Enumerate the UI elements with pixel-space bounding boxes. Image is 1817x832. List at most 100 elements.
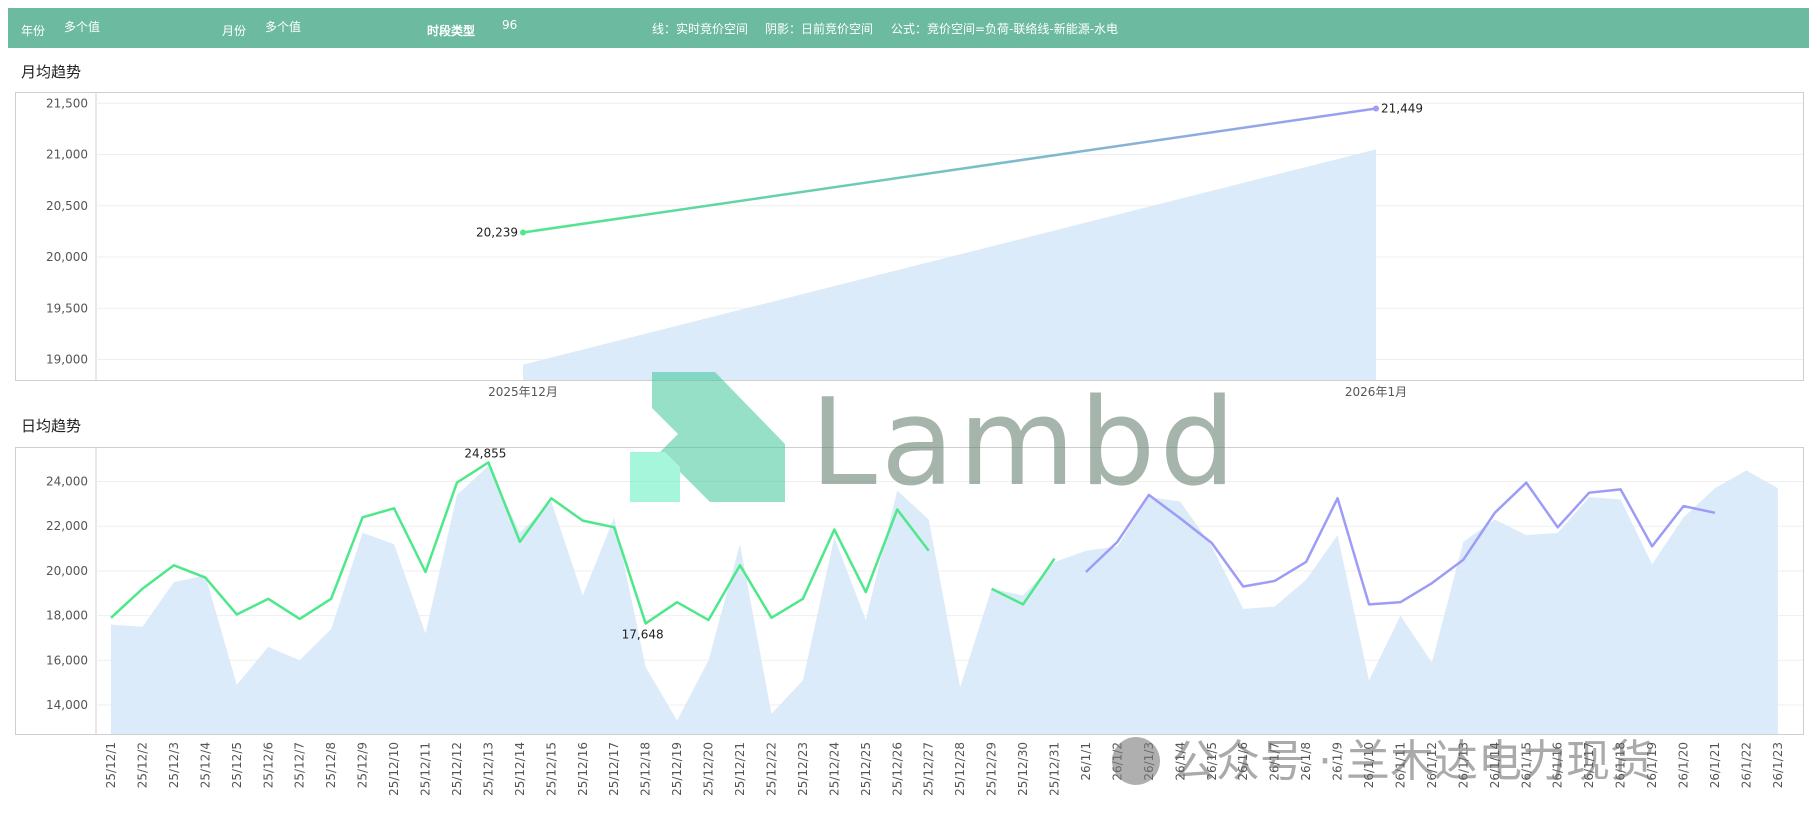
shade-legend-note: 阴影：日前竞价空间	[765, 22, 874, 36]
real-time-line	[110, 461, 930, 625]
y-tick-label: 22,000	[46, 519, 88, 533]
month-filter-value[interactable]: 多个值	[265, 20, 302, 34]
day-ahead-area	[523, 149, 1376, 380]
x-tick-label: 25/12/9	[356, 742, 370, 788]
x-tick-label: 25/12/2	[135, 742, 149, 788]
x-tick-label: 25/12/1	[104, 742, 118, 788]
x-tick-label: 26/1/16	[1551, 742, 1565, 788]
year-filter-label: 年份	[21, 24, 46, 38]
x-tick-label: 25/12/12	[450, 742, 464, 796]
x-tick-label: 25/12/6	[261, 742, 275, 788]
x-tick-label: 25/12/5	[230, 742, 244, 788]
x-tick-label: 26/1/1	[1079, 742, 1093, 781]
y-tick-label: 18,000	[46, 609, 88, 623]
y-tick-label: 20,000	[46, 564, 88, 578]
filter-bar: 年份 多个值 月份 多个值 时段类型 96 线：实时竞价空间 阴影：日前竞价空间…	[8, 8, 1809, 48]
x-tick-label: 25/12/27	[922, 742, 936, 796]
y-tick-label: 19,500	[46, 301, 88, 315]
x-tick-label: 26/1/4	[1173, 742, 1187, 781]
x-tick-label: 25/12/28	[953, 742, 967, 796]
real-time-line	[991, 557, 1056, 606]
x-tick-label: 26/1/13	[1456, 742, 1470, 788]
x-tick-label: 26/1/11	[1393, 742, 1407, 788]
x-tick-label: 25/12/10	[387, 742, 401, 796]
x-tick-label: 25/12/15	[544, 742, 558, 796]
x-tick-label: 25/12/22	[764, 742, 778, 796]
lambda-watermark: Lambda	[630, 372, 1230, 502]
x-tick-label: 25/12/25	[859, 742, 873, 796]
year-filter-value[interactable]: 多个值	[64, 20, 101, 34]
data-point	[1373, 105, 1379, 112]
x-tick-label: 25/12/26	[890, 742, 904, 796]
x-tick-label: 26/1/20	[1677, 742, 1691, 788]
period-filter-value[interactable]: 96	[502, 18, 518, 32]
data-label: 21,449	[1381, 101, 1423, 115]
data-point	[520, 229, 526, 236]
month-filter-label: 月份	[222, 24, 247, 38]
y-tick-label: 20,500	[46, 199, 88, 213]
y-tick-label: 16,000	[46, 653, 88, 667]
x-tick-label: 25/12/21	[733, 742, 747, 796]
y-tick-label: 21,500	[46, 96, 88, 110]
day-ahead-area	[111, 465, 1778, 734]
data-label: 17,648	[622, 627, 664, 641]
x-tick-label: 25/12/14	[513, 742, 527, 796]
x-tick-label: 25/12/19	[670, 742, 684, 796]
x-tick-label: 25/12/8	[324, 742, 338, 788]
x-tick-label: 2026年1月	[1345, 385, 1407, 399]
x-tick-label: 25/12/16	[576, 742, 590, 796]
y-tick-label: 19,000	[46, 353, 88, 367]
y-tick-label: 24,000	[46, 475, 88, 489]
real-time-line	[1085, 481, 1716, 606]
data-label: 20,239	[476, 226, 518, 240]
daily-chart-title: 日均趋势	[21, 417, 82, 435]
watermark-brand-text: Lambda	[810, 374, 1230, 502]
x-tick-label: 26/1/23	[1771, 742, 1785, 788]
x-tick-label: 25/12/18	[639, 742, 653, 796]
x-tick-label: 25/12/31	[1048, 742, 1062, 796]
y-tick-label: 20,000	[46, 250, 88, 264]
x-tick-label: 26/1/8	[1299, 742, 1313, 781]
x-tick-label: 26/1/6	[1236, 742, 1250, 781]
wechat-icon	[1112, 737, 1160, 785]
daily-chart: 14,000 16,000 18,000 20,000 22,000 24,000 24,8…	[15, 446, 1804, 735]
x-tick-label: 25/12/7	[293, 742, 307, 788]
real-time-line	[522, 107, 1377, 234]
period-filter-label: 时段类型	[427, 24, 476, 38]
wechat-watermark-text: 公众号 · 兰木达电力现货	[1172, 736, 1654, 787]
x-tick-label: 2025年12月	[488, 385, 558, 399]
x-tick-label: 25/12/20	[702, 742, 716, 796]
x-tick-label: 26/1/10	[1362, 742, 1376, 788]
watermark-logo-mark-icon	[652, 372, 785, 502]
x-tick-label: 26/1/14	[1488, 742, 1502, 788]
x-tick-label: 26/1/7	[1268, 742, 1282, 781]
x-tick-label: 25/12/30	[1016, 742, 1030, 796]
watermark-logo-block-icon	[630, 452, 680, 502]
x-tick-label: 26/1/17	[1582, 742, 1596, 788]
data-label: 24,855	[464, 448, 506, 460]
monthly-chart-svg: 19,000 19,500 20,000 20,500 21,000 21,500 20,2…	[46, 93, 1803, 380]
x-tick-label: 26/1/22	[1739, 742, 1753, 788]
formula-note: 公式：竞价空间=负荷-联络线-新能源-水电	[891, 22, 1119, 36]
line-legend-note: 线：实时竞价空间	[652, 22, 749, 36]
x-tick-label: 26/1/19	[1645, 742, 1659, 788]
x-tick-label: 25/12/23	[796, 742, 810, 796]
x-tick-label: 25/12/11	[419, 742, 433, 796]
monthly-chart-title: 月均趋势	[21, 63, 82, 81]
x-tick-label: 25/12/4	[198, 742, 212, 788]
monthly-x-axis: 2025年12月 2026年1月	[488, 385, 1407, 399]
x-tick-label: 26/1/12	[1425, 742, 1439, 788]
x-tick-label: 25/12/29	[985, 742, 999, 796]
x-tick-label: 25/12/24	[827, 742, 841, 796]
x-tick-label: 26/1/9	[1331, 742, 1345, 781]
x-tick-label: 26/1/5	[1205, 742, 1219, 781]
x-tick-label: 25/12/17	[607, 742, 621, 796]
monthly-chart: 19,000 19,500 20,000 20,500 21,000 21,500 20,2…	[15, 92, 1804, 381]
x-tick-label: 26/1/18	[1614, 742, 1628, 788]
y-tick-label: 21,000	[46, 148, 88, 162]
y-tick-label: 14,000	[46, 698, 88, 712]
wechat-watermark: 公众号 · 兰木达电力现货	[1112, 736, 1654, 787]
x-tick-label: 25/12/13	[481, 742, 495, 796]
x-tick-label: 26/1/15	[1519, 742, 1533, 788]
daily-chart-svg: 14,000 16,000 18,000 20,000 22,000 24,000 24,8…	[46, 446, 1803, 734]
